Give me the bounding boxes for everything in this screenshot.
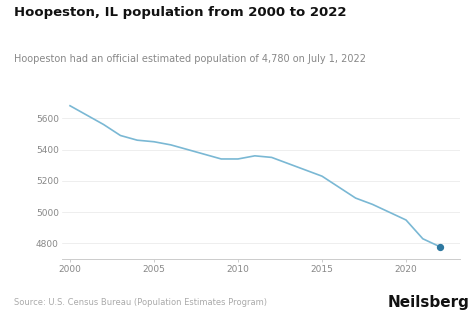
Text: Hoopeston had an official estimated population of 4,780 on July 1, 2022: Hoopeston had an official estimated popu… (14, 54, 366, 64)
Text: Neilsberg: Neilsberg (387, 295, 469, 310)
Text: Source: U.S. Census Bureau (Population Estimates Program): Source: U.S. Census Bureau (Population E… (14, 298, 267, 307)
Point (436, 244, 443, 249)
Text: Hoopeston, IL population from 2000 to 2022: Hoopeston, IL population from 2000 to 20… (14, 6, 346, 19)
